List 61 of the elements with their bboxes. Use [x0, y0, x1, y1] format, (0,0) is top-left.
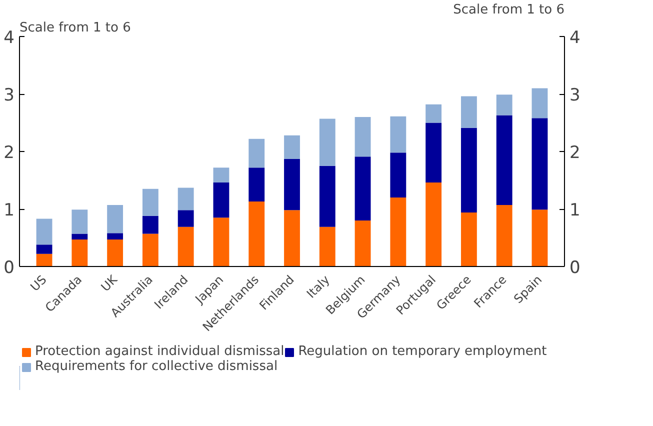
bar — [426, 182, 442, 266]
bar — [72, 239, 88, 266]
bar — [426, 122, 442, 183]
y2-tick-label: 4 — [570, 28, 580, 48]
legend-label: Protection against individual dismissal — [35, 344, 284, 359]
bar — [284, 210, 300, 266]
bar — [319, 118, 336, 166]
legend-label: Regulation on temporary employment — [298, 344, 547, 359]
bar — [178, 188, 194, 210]
bar — [213, 218, 230, 266]
bar — [36, 218, 52, 245]
legend-label: Requirements for collective dismissal — [35, 359, 278, 374]
bar — [248, 168, 265, 202]
bar — [496, 204, 512, 266]
bar — [213, 182, 230, 218]
x-tick-label: US — [28, 272, 50, 294]
bar — [390, 198, 406, 266]
bar — [107, 239, 124, 266]
bar — [284, 135, 300, 159]
y2-tick-label: 0 — [570, 258, 580, 278]
y-tick-label: 1 — [4, 200, 15, 220]
bar — [319, 166, 336, 227]
y2-tick-label: 1 — [570, 200, 580, 220]
bar — [390, 152, 406, 198]
bar — [390, 116, 406, 153]
y-tick-label: 0 — [4, 258, 15, 278]
bar — [142, 188, 158, 216]
bar — [36, 254, 52, 266]
bar — [107, 233, 124, 240]
bar — [426, 104, 442, 123]
y2-tick-label: 2 — [570, 143, 580, 163]
bar — [72, 234, 88, 240]
bar — [496, 115, 512, 205]
bar — [248, 202, 265, 266]
bar — [36, 244, 52, 254]
y-tick-label: 4 — [4, 28, 15, 48]
bar — [248, 138, 265, 168]
bar — [460, 96, 477, 128]
bar — [72, 210, 88, 234]
bar — [460, 212, 477, 266]
y-tick-label: 2 — [4, 143, 15, 163]
bar — [213, 168, 230, 183]
bar — [532, 118, 548, 210]
bar — [460, 128, 477, 212]
y2-tick-label: 3 — [570, 86, 580, 106]
y-tick-label: 3 — [4, 86, 15, 106]
bar — [107, 204, 124, 234]
bar — [354, 156, 371, 220]
bar — [496, 94, 512, 116]
y2-axis-title: Scale from 1 to 6 — [453, 2, 565, 18]
bar — [284, 158, 300, 210]
bar — [532, 88, 548, 118]
bar — [142, 234, 158, 266]
bar — [178, 226, 194, 266]
bar — [354, 220, 371, 266]
bar — [319, 226, 336, 266]
bar — [142, 216, 158, 234]
bar — [532, 210, 548, 266]
bar — [354, 117, 371, 157]
y-axis-title: Scale from 1 to 6 — [20, 20, 131, 36]
bar — [178, 210, 194, 227]
